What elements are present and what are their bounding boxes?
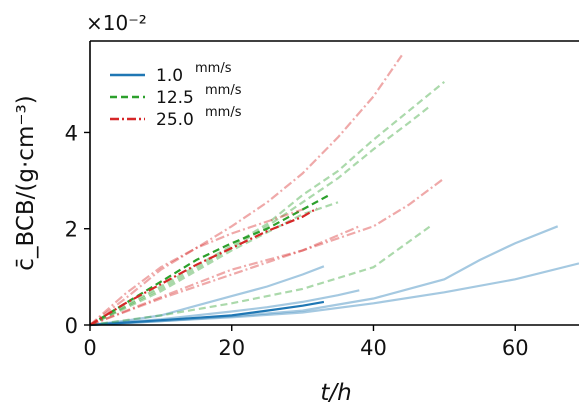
series-line-1_0-2 bbox=[89, 289, 360, 327]
y-tick-label-1: 2 bbox=[65, 218, 78, 242]
legend-label-3: 25.0 bbox=[156, 110, 194, 130]
x-tick-label-0: 0 bbox=[83, 336, 96, 360]
y-tick-label-0: 0 bbox=[65, 314, 78, 338]
y-multiplier: ×10⁻² bbox=[86, 11, 147, 35]
series-line-25_0-11 bbox=[89, 54, 403, 326]
legend-label-2: 12.5 bbox=[156, 88, 194, 108]
x-axis-label: t/h bbox=[320, 380, 351, 406]
series-line-12_5-8 bbox=[89, 81, 445, 326]
x-tick-label-3: 60 bbox=[502, 336, 529, 360]
series-line-12_5-7 bbox=[89, 201, 339, 326]
series-line-25_0-10 bbox=[89, 207, 318, 326]
series-line-25_0-13 bbox=[89, 225, 360, 327]
legend: 1.0 mm/s 12.5 mm/s 25.0 mm/s bbox=[110, 61, 242, 130]
legend-unit-3: mm/s bbox=[205, 105, 242, 120]
x-tick-label-2: 40 bbox=[360, 336, 387, 360]
x-tick-label-1: 20 bbox=[218, 336, 245, 360]
ticks-layer: 0 20 40 60 0 2 4 bbox=[65, 121, 529, 360]
series-line-1_0-3 bbox=[89, 225, 559, 327]
legend-unit-1: mm/s bbox=[195, 61, 232, 76]
legend-unit-2: mm/s bbox=[205, 83, 242, 98]
series-line-1_0-0 bbox=[89, 300, 325, 327]
series-line-12_5-6 bbox=[89, 225, 431, 327]
series-line-1_0-1 bbox=[89, 265, 325, 327]
series-line-1_0-4 bbox=[89, 262, 579, 327]
series-line-25_0-14 bbox=[89, 177, 445, 327]
y-tick-label-2: 4 bbox=[65, 121, 78, 145]
legend-label-1: 1.0 bbox=[156, 66, 183, 86]
series-line-12_5-5 bbox=[89, 193, 332, 326]
series-line-12_5-9 bbox=[89, 105, 431, 326]
series-layer bbox=[89, 54, 579, 327]
series-line-25_0-12 bbox=[89, 208, 303, 326]
y-axis-label: c̄_BCB/(g·cm⁻³) bbox=[13, 95, 39, 270]
